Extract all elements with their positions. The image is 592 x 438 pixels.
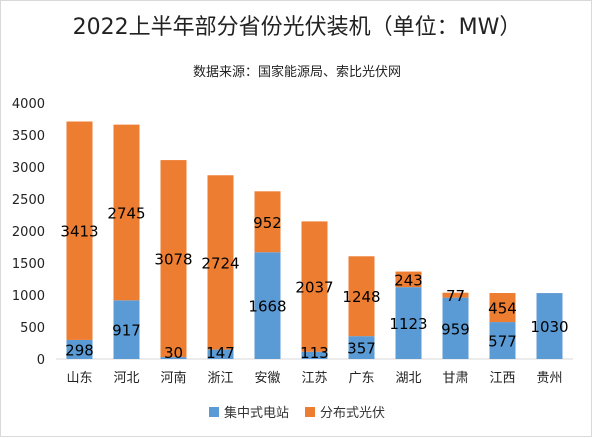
data-label-distributed: 77 <box>446 287 465 305</box>
data-label-centralized: 1668 <box>248 298 286 316</box>
bar-centralized <box>160 357 187 359</box>
data-label-centralized: 917 <box>112 322 141 340</box>
x-tick-label: 贵州 <box>536 371 562 386</box>
data-label-centralized: 147 <box>206 344 235 362</box>
x-tick-label: 河北 <box>113 371 139 386</box>
bar-distributed <box>348 256 375 337</box>
data-label-centralized: 577 <box>488 333 517 351</box>
y-tick-label: 1000 <box>12 289 45 304</box>
bar-distributed <box>301 221 328 352</box>
bar-distributed <box>254 191 281 253</box>
data-label-centralized: 959 <box>441 320 470 338</box>
data-label-distributed: 454 <box>488 300 517 318</box>
legend-swatch-centralized <box>208 406 219 417</box>
data-label-distributed: 2724 <box>201 254 239 272</box>
bar-centralized <box>395 287 422 359</box>
bar-centralized <box>66 339 93 359</box>
y-tick-label: 500 <box>20 321 45 336</box>
bar-centralized <box>254 252 281 359</box>
data-label-distributed: 952 <box>253 214 282 232</box>
bar-distributed <box>207 175 234 350</box>
bar-distributed <box>489 293 516 323</box>
data-label-distributed: 2745 <box>107 204 145 222</box>
x-tick-label: 江西 <box>489 371 515 386</box>
x-tick-label: 山东 <box>66 371 92 386</box>
chart-legend: 集中式电站 分布式光伏 <box>1 402 592 421</box>
data-label-distributed: 3078 <box>154 251 192 269</box>
y-tick-label: 1500 <box>12 257 45 272</box>
data-label-distributed: 3413 <box>60 223 98 241</box>
bar-distributed <box>160 160 187 358</box>
data-label-centralized: 1123 <box>389 315 427 333</box>
data-label-centralized: 298 <box>65 341 94 359</box>
y-tick-label: 2000 <box>12 225 45 240</box>
data-label-centralized: 30 <box>164 344 183 362</box>
y-tick-label: 3500 <box>12 129 45 144</box>
bar-centralized <box>301 351 328 359</box>
data-label-distributed: 243 <box>394 271 423 289</box>
bar-centralized <box>348 336 375 359</box>
bar-distributed <box>113 124 140 301</box>
x-tick-label: 江苏 <box>301 370 327 386</box>
y-tick-label: 2500 <box>12 193 45 208</box>
x-tick-label: 浙江 <box>207 371 233 386</box>
bar-centralized <box>489 322 516 359</box>
legend-item-distributed: 分布式光伏 <box>305 402 385 421</box>
y-tick-label: 0 <box>37 353 45 368</box>
legend-label-distributed: 分布式光伏 <box>320 406 386 421</box>
data-label-centralized: 357 <box>347 340 376 358</box>
bar-centralized <box>536 293 563 359</box>
legend-swatch-distributed <box>305 406 315 417</box>
chart-subtitle: 数据来源：国家能源局、索比光伏网 <box>192 65 401 80</box>
bar-centralized <box>442 297 469 359</box>
y-tick-label: 3000 <box>12 161 45 176</box>
legend-item-centralized: 集中式电站 <box>208 402 289 421</box>
data-label-distributed: 2037 <box>295 279 333 297</box>
chart-title: 2022上半年部分省份光伏装机（单位：MW） <box>72 15 522 40</box>
data-label-centralized: 1030 <box>530 318 568 336</box>
x-tick-label: 广东 <box>348 371 374 386</box>
x-tick-label: 甘肃 <box>442 371 468 386</box>
x-tick-label: 安徽 <box>254 371 280 386</box>
data-label-distributed: 1248 <box>342 288 380 306</box>
bar-distributed <box>442 292 469 298</box>
y-tick-label: 4000 <box>12 97 45 112</box>
data-label-centralized: 113 <box>300 344 329 362</box>
x-tick-label: 湖北 <box>395 371 421 386</box>
bar-distributed <box>66 121 93 340</box>
x-tick-label: 河南 <box>160 370 186 386</box>
bar-centralized <box>207 349 234 359</box>
bar-distributed <box>395 271 422 288</box>
bar-centralized <box>113 300 140 359</box>
legend-label-centralized: 集中式电站 <box>223 406 289 421</box>
